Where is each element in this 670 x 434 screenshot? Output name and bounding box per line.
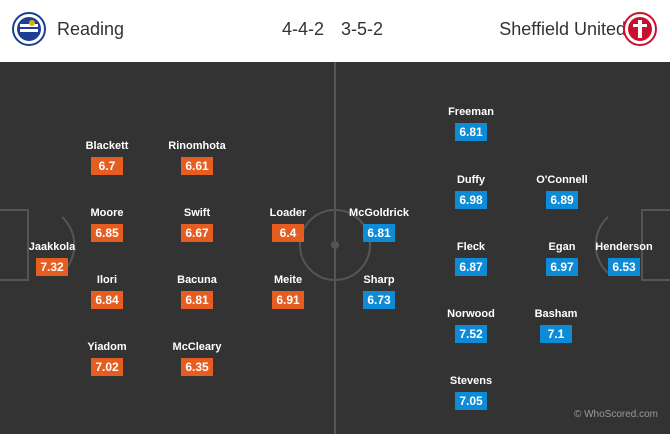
sheffield-united-crest-icon xyxy=(623,12,657,46)
pitch: Jaakkola 7.32 Blackett 6.7 Moore 6.85 Il… xyxy=(0,62,670,434)
player-name: Swift xyxy=(183,207,211,219)
player-mccleary[interactable]: McCleary 6.35 xyxy=(147,341,247,381)
player-name: McGoldrick xyxy=(349,207,409,219)
player-name: McCleary xyxy=(172,341,222,353)
player-name: Bacuna xyxy=(177,274,217,286)
player-name: Moore xyxy=(90,207,124,219)
player-blackett[interactable]: Blackett 6.7 xyxy=(57,140,157,180)
player-rating: 6.35 xyxy=(181,358,213,376)
player-name: Ilori xyxy=(96,274,118,286)
home-formation: 4-4-2 xyxy=(282,19,325,39)
player-name: Norwood xyxy=(447,308,495,320)
player-oconnell[interactable]: O'Connell 6.89 xyxy=(512,174,612,214)
player-name: Egan xyxy=(548,241,576,253)
player-stevens[interactable]: Stevens 7.05 xyxy=(421,375,521,415)
player-rating: 6.98 xyxy=(455,191,487,209)
player-rating: 6.73 xyxy=(363,291,395,309)
player-mcgoldrick[interactable]: McGoldrick 6.81 xyxy=(329,207,429,247)
player-moore[interactable]: Moore 6.85 xyxy=(57,207,157,247)
away-team-name[interactable]: Sheffield United xyxy=(499,19,626,39)
player-ilori[interactable]: Ilori 6.84 xyxy=(57,274,157,314)
player-rating: 6.97 xyxy=(546,258,578,276)
player-name: Fleck xyxy=(456,241,486,253)
player-name: Freeman xyxy=(448,106,494,118)
player-rating: 7.05 xyxy=(455,392,487,410)
whoscored-watermark: © WhoScored.com xyxy=(573,409,658,420)
player-name: Jaakkola xyxy=(28,241,76,253)
player-name: Meite xyxy=(273,274,303,286)
player-basham[interactable]: Basham 7.1 xyxy=(506,308,606,348)
player-name: Blackett xyxy=(85,140,129,152)
player-rating: 6.4 xyxy=(272,224,304,242)
player-rating: 6.85 xyxy=(91,224,123,242)
player-yiadom[interactable]: Yiadom 7.02 xyxy=(57,341,157,381)
player-rating: 7.52 xyxy=(455,325,487,343)
player-rating: 6.81 xyxy=(181,291,213,309)
match-header: Reading 4-4-2 3-5-2 Sheffield United xyxy=(0,0,670,62)
player-loader[interactable]: Loader 6.4 xyxy=(238,207,338,247)
player-meite[interactable]: Meite 6.91 xyxy=(238,274,338,314)
player-name: Loader xyxy=(269,207,307,219)
player-sharp[interactable]: Sharp 6.73 xyxy=(329,274,429,314)
player-name: Stevens xyxy=(449,375,493,387)
player-bacuna[interactable]: Bacuna 6.81 xyxy=(147,274,247,314)
home-team-name[interactable]: Reading xyxy=(57,19,125,39)
player-duffy[interactable]: Duffy 6.98 xyxy=(421,174,521,214)
player-rating: 6.91 xyxy=(272,291,304,309)
player-jaakkola[interactable]: Jaakkola 7.32 xyxy=(2,241,102,281)
player-rating: 6.67 xyxy=(181,224,213,242)
player-rinomhota[interactable]: Rinomhota 6.61 xyxy=(147,140,247,180)
player-norwood[interactable]: Norwood 7.52 xyxy=(421,308,521,348)
player-rating: 7.02 xyxy=(91,358,123,376)
player-rating: 7.32 xyxy=(36,258,68,276)
player-rating: 6.61 xyxy=(181,157,213,175)
player-name: O'Connell xyxy=(536,174,588,186)
player-freeman[interactable]: Freeman 6.81 xyxy=(421,106,521,146)
player-rating: 6.53 xyxy=(608,258,640,276)
player-henderson[interactable]: Henderson 6.53 xyxy=(574,241,670,281)
player-name: Yiadom xyxy=(87,341,127,353)
player-egan[interactable]: Egan 6.97 xyxy=(512,241,612,281)
player-rating: 6.87 xyxy=(455,258,487,276)
player-rating: 6.7 xyxy=(91,157,123,175)
player-name: Basham xyxy=(534,308,578,320)
player-fleck[interactable]: Fleck 6.87 xyxy=(421,241,521,281)
player-name: Duffy xyxy=(456,174,486,186)
player-rating: 6.81 xyxy=(363,224,395,242)
player-rating: 6.81 xyxy=(455,123,487,141)
player-rating: 7.1 xyxy=(540,325,572,343)
player-name: Rinomhota xyxy=(168,140,226,152)
player-name: Henderson xyxy=(595,241,653,253)
player-swift[interactable]: Swift 6.67 xyxy=(147,207,247,247)
player-rating: 6.84 xyxy=(91,291,123,309)
player-name: Sharp xyxy=(363,274,395,286)
player-rating: 6.89 xyxy=(546,191,578,209)
away-formation: 3-5-2 xyxy=(341,19,384,39)
reading-crest-icon xyxy=(12,12,46,46)
